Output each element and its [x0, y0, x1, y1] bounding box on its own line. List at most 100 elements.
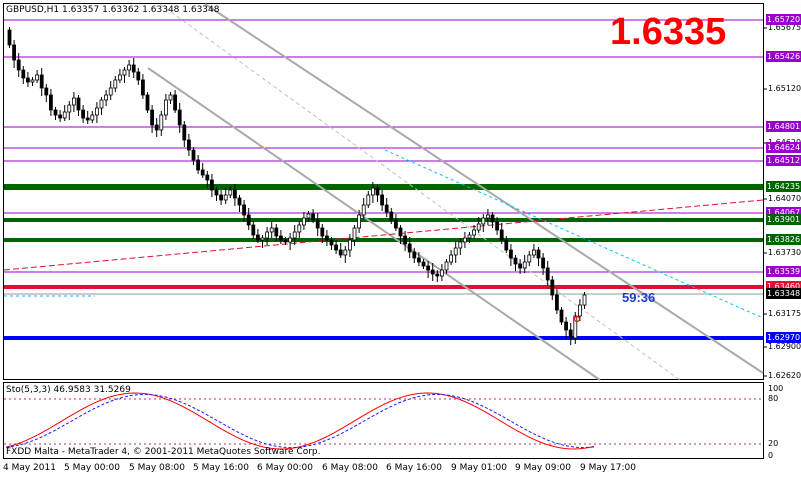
- bearish-candle: [384, 204, 389, 213]
- price-label: 1.63348: [766, 288, 801, 299]
- bearish-candle: [499, 229, 504, 241]
- bearish-candle: [315, 219, 320, 229]
- bullish-candle: [297, 224, 302, 233]
- marker-circle: [573, 315, 581, 323]
- time-axis-label: 4 May 2011: [3, 463, 56, 473]
- price-label: 1.65426: [766, 51, 801, 62]
- bullish-candle: [458, 241, 463, 249]
- bearish-candle: [177, 109, 182, 126]
- bullish-candle: [265, 231, 270, 239]
- bearish-candle: [407, 243, 412, 253]
- bullish-candle: [269, 227, 274, 233]
- bearish-candle: [338, 249, 343, 256]
- bearish-candle: [568, 329, 573, 339]
- bullish-candle: [104, 94, 108, 101]
- countdown-timer: 59:36: [622, 290, 656, 305]
- bearish-candle: [435, 273, 440, 277]
- time-axis-label: 5 May 08:00: [129, 463, 185, 473]
- bearish-candle: [490, 214, 495, 223]
- bearish-candle: [140, 79, 145, 96]
- price-label: 1.62970: [766, 332, 801, 343]
- bearish-candle: [136, 71, 141, 81]
- time-axis-label: 5 May 16:00: [193, 463, 249, 473]
- time-axis-label: 6 May 00:00: [257, 463, 313, 473]
- bullish-candle: [95, 107, 99, 116]
- price-scale-value: 1.65675: [768, 23, 801, 32]
- bullish-candle: [228, 189, 233, 196]
- bearish-candle: [16, 59, 21, 71]
- bearish-candle: [320, 227, 325, 237]
- bearish-candle: [403, 235, 408, 245]
- bearish-candle: [154, 124, 159, 131]
- bearish-candle: [329, 239, 334, 246]
- time-axis-label: 9 May 01:00: [451, 463, 507, 473]
- bullish-candle: [582, 294, 587, 306]
- bullish-candle: [35, 74, 39, 81]
- price-label: 1.65720: [766, 14, 801, 25]
- price-label: 1.63826: [766, 234, 801, 245]
- bullish-candle: [30, 79, 35, 83]
- bullish-candle: [527, 254, 532, 263]
- bearish-candle: [559, 309, 564, 323]
- bearish-candle: [49, 94, 53, 111]
- bullish-candle: [292, 231, 297, 239]
- bullish-candle: [260, 237, 265, 241]
- channel-upper: [204, 3, 764, 374]
- price-scale-value: 1.64070: [768, 194, 801, 203]
- bearish-candle: [416, 257, 421, 263]
- bearish-candle: [191, 149, 196, 161]
- price-scale-value: 1.62900: [768, 342, 801, 351]
- bearish-candle: [81, 109, 85, 119]
- bearish-candle: [426, 265, 431, 271]
- bearish-candle: [7, 29, 12, 46]
- price-label: 1.63460: [766, 281, 801, 292]
- bearish-candle: [150, 109, 155, 126]
- bullish-candle: [578, 304, 582, 317]
- time-axis-label: 5 May 00:00: [64, 463, 120, 473]
- bullish-candle: [449, 254, 454, 263]
- bullish-candle: [347, 239, 352, 251]
- channel-lower: [147, 67, 601, 381]
- bearish-candle: [255, 234, 260, 241]
- time-axis-label: 6 May 16:00: [386, 463, 442, 473]
- cyan-trend-line: [384, 149, 764, 319]
- time-axis-label: 6 May 08:00: [322, 463, 378, 473]
- bearish-candle: [246, 214, 251, 226]
- bullish-candle: [122, 69, 127, 76]
- bearish-candle: [196, 159, 201, 171]
- horizontal-levels: [4, 19, 763, 340]
- price-label: 1.64624: [766, 142, 801, 153]
- bullish-candle: [361, 204, 366, 216]
- bearish-candle: [237, 197, 242, 206]
- bearish-candle: [219, 194, 224, 201]
- bearish-candle: [131, 64, 136, 73]
- bearish-candle: [508, 249, 513, 259]
- bearish-candle: [564, 321, 568, 331]
- bullish-candle: [453, 247, 458, 256]
- bullish-candle: [99, 99, 104, 109]
- bearish-candle: [513, 257, 518, 265]
- bullish-candle: [370, 187, 375, 196]
- bullish-candle: [573, 315, 578, 339]
- bearish-candle: [182, 124, 187, 141]
- indicator-level: 0: [768, 451, 774, 460]
- indicator-level: 100: [768, 384, 784, 393]
- bearish-candle: [334, 244, 339, 251]
- bearish-candle: [311, 213, 316, 221]
- bearish-candle: [393, 219, 398, 229]
- bearish-candle: [85, 117, 90, 121]
- bullish-candle: [472, 229, 477, 236]
- bearish-candle: [536, 249, 541, 259]
- bearish-candle: [76, 97, 81, 111]
- time-axis-label: 9 May 09:00: [515, 463, 571, 473]
- bearish-candle: [53, 109, 58, 116]
- bearish-candle: [251, 224, 256, 236]
- price-label: 1.63901: [766, 214, 801, 225]
- bullish-candle: [444, 261, 449, 271]
- bullish-candle: [522, 261, 527, 269]
- bullish-candle: [113, 79, 118, 89]
- bullish-candle: [159, 114, 164, 131]
- indicator-level: 80: [768, 394, 779, 403]
